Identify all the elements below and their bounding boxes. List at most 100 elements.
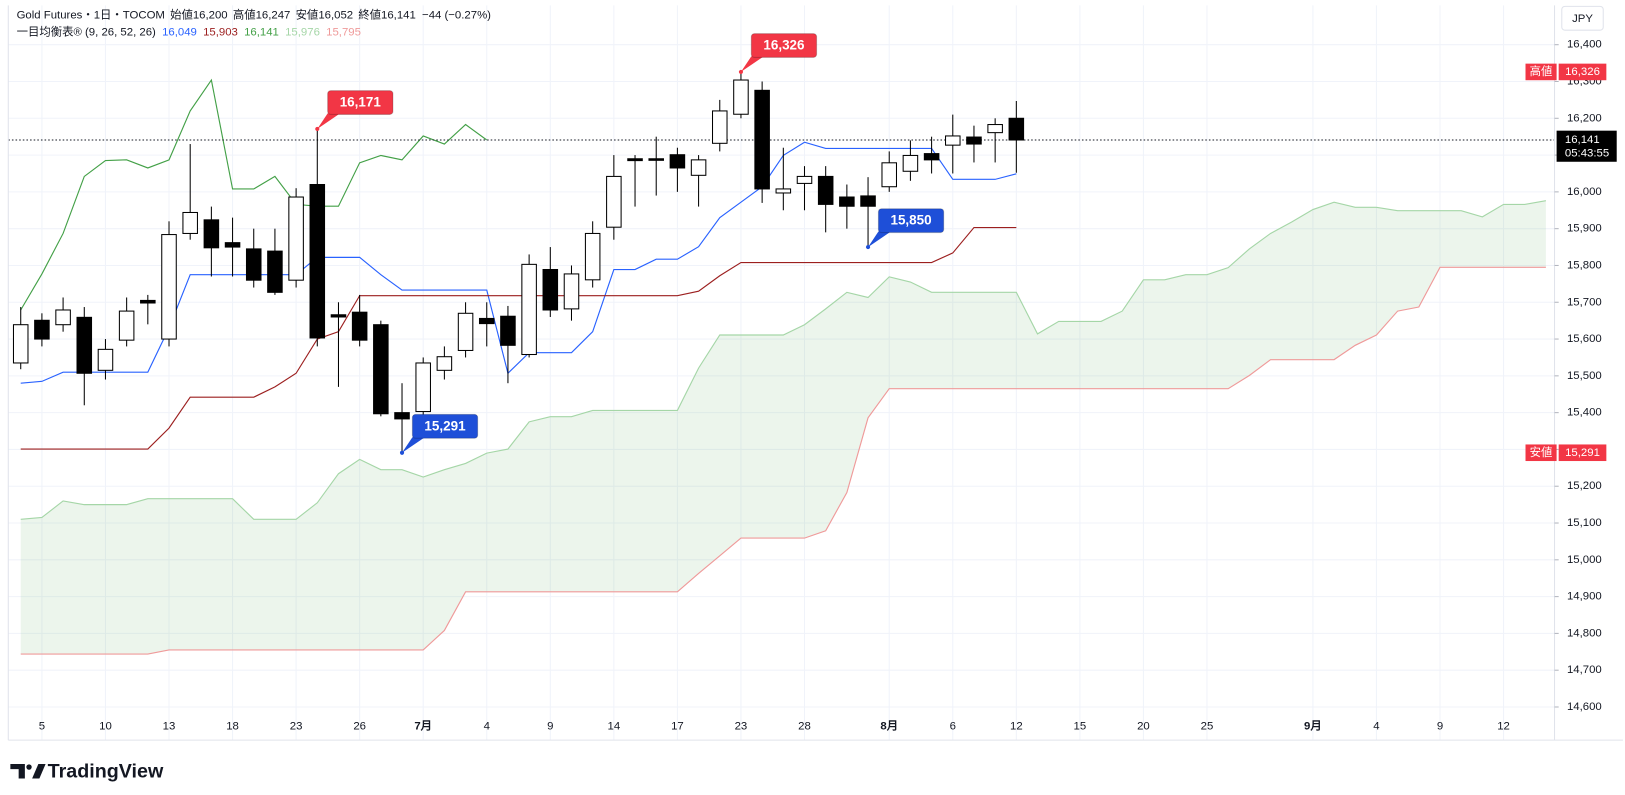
y-tick-label: 14,700 xyxy=(1567,664,1602,676)
line-chikou xyxy=(20,78,488,311)
candle-body xyxy=(796,175,813,184)
candle-body xyxy=(309,183,326,339)
legend-line: Gold Futures・1日・TOCOM 始値16,200 高値16,247 安値1… xyxy=(17,8,492,22)
last-price: 16,141 xyxy=(1565,134,1600,146)
candle-body xyxy=(288,196,304,281)
legend-value: 16,049 xyxy=(162,26,197,38)
x-tick-label: 12 xyxy=(1010,721,1023,733)
annotation-box xyxy=(750,33,818,58)
candle-body xyxy=(584,232,601,281)
x-tick-label: 23 xyxy=(735,721,748,733)
candle-body xyxy=(711,110,728,144)
x-tick-label: 8月 xyxy=(880,720,898,733)
y-tick-label: 15,000 xyxy=(1567,554,1602,566)
badge-value-bg xyxy=(1558,444,1607,462)
candle-body xyxy=(966,136,982,145)
candle-body xyxy=(1008,117,1025,141)
candle-body xyxy=(436,356,453,371)
candle-body xyxy=(12,324,29,364)
annotation-box xyxy=(877,208,945,234)
candle-body xyxy=(521,263,537,356)
plot-area xyxy=(8,71,1555,655)
candle-body xyxy=(775,188,792,194)
annotation-pointer xyxy=(317,113,341,129)
annotation-pointer xyxy=(740,56,764,72)
candle-body xyxy=(97,348,114,371)
candle-body xyxy=(457,312,474,351)
candle-body xyxy=(76,316,93,374)
candle-body xyxy=(478,317,495,325)
x-tick-label: 9 xyxy=(1437,721,1443,733)
badge-name-bg xyxy=(1525,63,1557,81)
ohlc-value: 16,247 xyxy=(256,10,291,22)
ohlc-name: 始値 xyxy=(170,8,193,22)
currency: JPY xyxy=(1572,13,1593,25)
indicator-params: (9, 26, 52, 26) xyxy=(85,26,156,38)
y-tick-label: 14,800 xyxy=(1567,627,1602,639)
x-tick-label: 6 xyxy=(950,721,956,733)
x-tick-label: 4 xyxy=(1373,721,1379,733)
legend: Gold Futures・1日・TOCOM 始値16,200 高値16,247 安値1… xyxy=(17,8,492,39)
candle-body xyxy=(902,154,919,172)
x-tick-label: 17 xyxy=(671,721,684,733)
candle-body xyxy=(987,124,1003,134)
legend-line: 一目均衡表® (9, 26, 52, 26) 16,049 15,903 16,141… xyxy=(17,24,361,38)
x-tick-label: 14 xyxy=(608,721,621,733)
annotation-box xyxy=(411,413,479,439)
legend-value: 15,903 xyxy=(203,26,238,38)
candle-body xyxy=(140,299,156,304)
countdown: 05:43:55 xyxy=(1565,147,1609,159)
y-tick-label: 15,100 xyxy=(1567,517,1602,529)
line-senkou_a xyxy=(20,200,1547,520)
logo: TradingView xyxy=(10,760,164,782)
title: Gold Futures・1日・TOCOM xyxy=(17,10,165,22)
ohlc-value: 16,052 xyxy=(318,10,353,22)
x-tick-label: 23 xyxy=(290,721,303,733)
annotation-label: 15,850 xyxy=(890,213,931,228)
x-tick-label: 28 xyxy=(798,721,811,733)
candle-body xyxy=(563,273,580,310)
candle-body xyxy=(923,153,940,161)
candle-body xyxy=(203,219,220,249)
legend-value: 15,976 xyxy=(285,26,320,38)
badge-name: 安値 xyxy=(1530,445,1553,459)
annotation-pointer xyxy=(402,437,425,453)
ohlc-name: 高値 xyxy=(233,8,256,22)
currency-box[interactable] xyxy=(1561,5,1604,31)
candle-body xyxy=(817,175,834,205)
candle-body xyxy=(860,195,876,207)
logo-icon xyxy=(32,763,46,779)
badge-value: 16,326 xyxy=(1565,66,1600,78)
candle-body xyxy=(881,162,898,188)
x-tick-label: 7月 xyxy=(414,720,432,733)
candle-body xyxy=(330,314,347,318)
annotation-box xyxy=(327,90,394,115)
badge-name: 高値 xyxy=(1530,64,1553,78)
candle-body xyxy=(351,311,368,341)
candle-body xyxy=(945,135,961,146)
x-tick-label: 26 xyxy=(353,721,366,733)
indicator: 一目均衡表® xyxy=(17,24,83,38)
legend-value: 15,795 xyxy=(326,26,361,38)
candle-body xyxy=(161,234,177,340)
badge-value: 15,291 xyxy=(1565,447,1600,459)
candle-body xyxy=(224,242,241,248)
ohlc-name: 安値 xyxy=(296,8,319,22)
y-tick-label: 15,500 xyxy=(1567,370,1602,382)
ohlc-name: 終値 xyxy=(358,8,381,22)
x-tick-label: 20 xyxy=(1137,721,1150,733)
logo-icon xyxy=(10,763,25,779)
line-kijun xyxy=(20,226,1017,450)
candle-body xyxy=(690,159,707,176)
change: −44 (−0.27%) xyxy=(422,10,491,22)
annotation-label: 16,171 xyxy=(340,95,382,110)
line-senkou_b xyxy=(20,266,1546,655)
candle-body xyxy=(648,158,664,161)
ohlc-value: 16,141 xyxy=(381,10,416,22)
annotation-pointer xyxy=(868,231,891,248)
y-tick-label: 14,900 xyxy=(1567,591,1602,603)
annotation-label: 15,291 xyxy=(424,418,466,433)
candle-body xyxy=(415,362,431,413)
